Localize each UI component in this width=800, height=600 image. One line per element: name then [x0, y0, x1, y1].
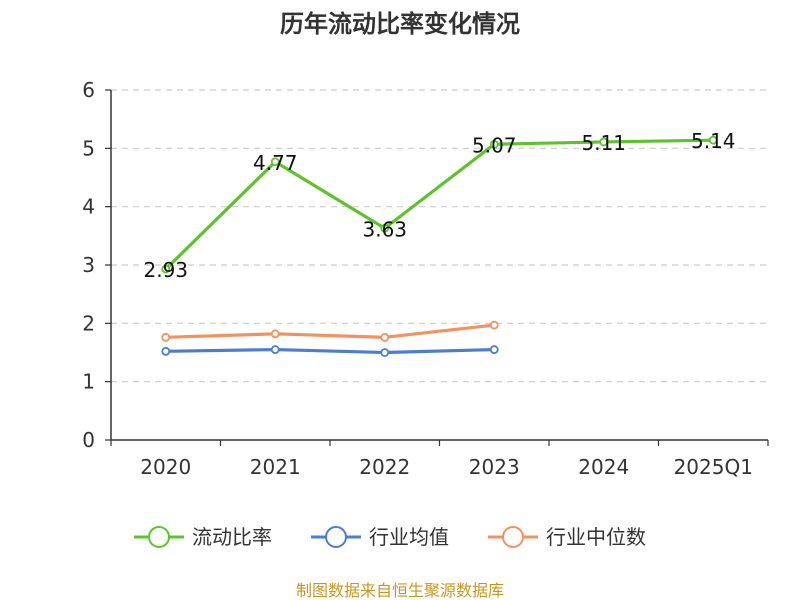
data-point[interactable]: [599, 137, 609, 147]
data-label: 3.63: [362, 217, 407, 241]
data-label: 5.07: [472, 133, 517, 157]
legend-marker-icon: [148, 526, 170, 548]
y-tick-label: 0: [82, 428, 95, 452]
data-point[interactable]: [489, 345, 499, 354]
data-point[interactable]: [380, 348, 390, 357]
legend-marker-icon: [325, 526, 347, 548]
legend-label: 流动比率: [192, 525, 272, 549]
data-point[interactable]: [708, 135, 718, 145]
series-line: [165, 323, 495, 339]
data-label: 5.14: [691, 129, 736, 153]
y-tick-label: 4: [82, 195, 95, 219]
data-point[interactable]: [489, 320, 499, 330]
series-line: [165, 347, 495, 355]
y-tick-label: 3: [82, 253, 95, 277]
data-point[interactable]: [380, 332, 390, 342]
data-point[interactable]: [161, 346, 171, 356]
legend-marker-icon: [502, 526, 524, 548]
data-labels: 2.93 4.77 3.63 5.07 5.11 5.14: [143, 129, 735, 282]
legend[interactable]: 流动比率 行业均值 行业中位数: [134, 525, 646, 549]
data-point[interactable]: [270, 329, 280, 339]
data-point[interactable]: [270, 345, 280, 354]
y-tick-label: 6: [82, 78, 95, 102]
grid-lines: [111, 89, 768, 383]
data-point[interactable]: [380, 223, 390, 233]
data-label: 4.77: [253, 151, 298, 175]
data-point[interactable]: [161, 264, 171, 274]
legend-item[interactable]: 行业均值: [311, 525, 449, 549]
legend-item[interactable]: 流动比率: [134, 525, 272, 549]
x-tick-label: 2023: [469, 455, 520, 479]
data-label: 2.93: [143, 258, 188, 282]
legend-label: 行业均值: [369, 525, 449, 549]
axes: 0 1 2 3 4 5 6 2020 2021 2022 2023 2024 2025Q1: [82, 78, 769, 479]
data-point[interactable]: [489, 139, 499, 149]
x-tick-label: 2020: [140, 455, 191, 479]
data-point[interactable]: [161, 332, 171, 342]
x-tick-label: 2022: [359, 455, 410, 479]
legend-item[interactable]: 行业中位数: [488, 525, 646, 549]
legend-label: 行业中位数: [546, 525, 646, 549]
y-tick-label: 1: [82, 370, 95, 394]
series-lines: [161, 135, 718, 357]
y-tick-label: 2: [82, 311, 95, 335]
x-tick-label: 2025Q1: [674, 455, 753, 479]
x-tick-label: 2021: [250, 455, 301, 479]
data-label: 5.11: [581, 131, 626, 155]
y-tick-label: 5: [82, 136, 95, 160]
x-tick-label: 2024: [578, 455, 629, 479]
data-point[interactable]: [270, 157, 280, 167]
series-line: [164, 138, 714, 271]
chart-title: 历年流动比率变化情况: [280, 10, 520, 38]
source-note: 制图数据来自恒生聚源数据库: [296, 581, 504, 600]
